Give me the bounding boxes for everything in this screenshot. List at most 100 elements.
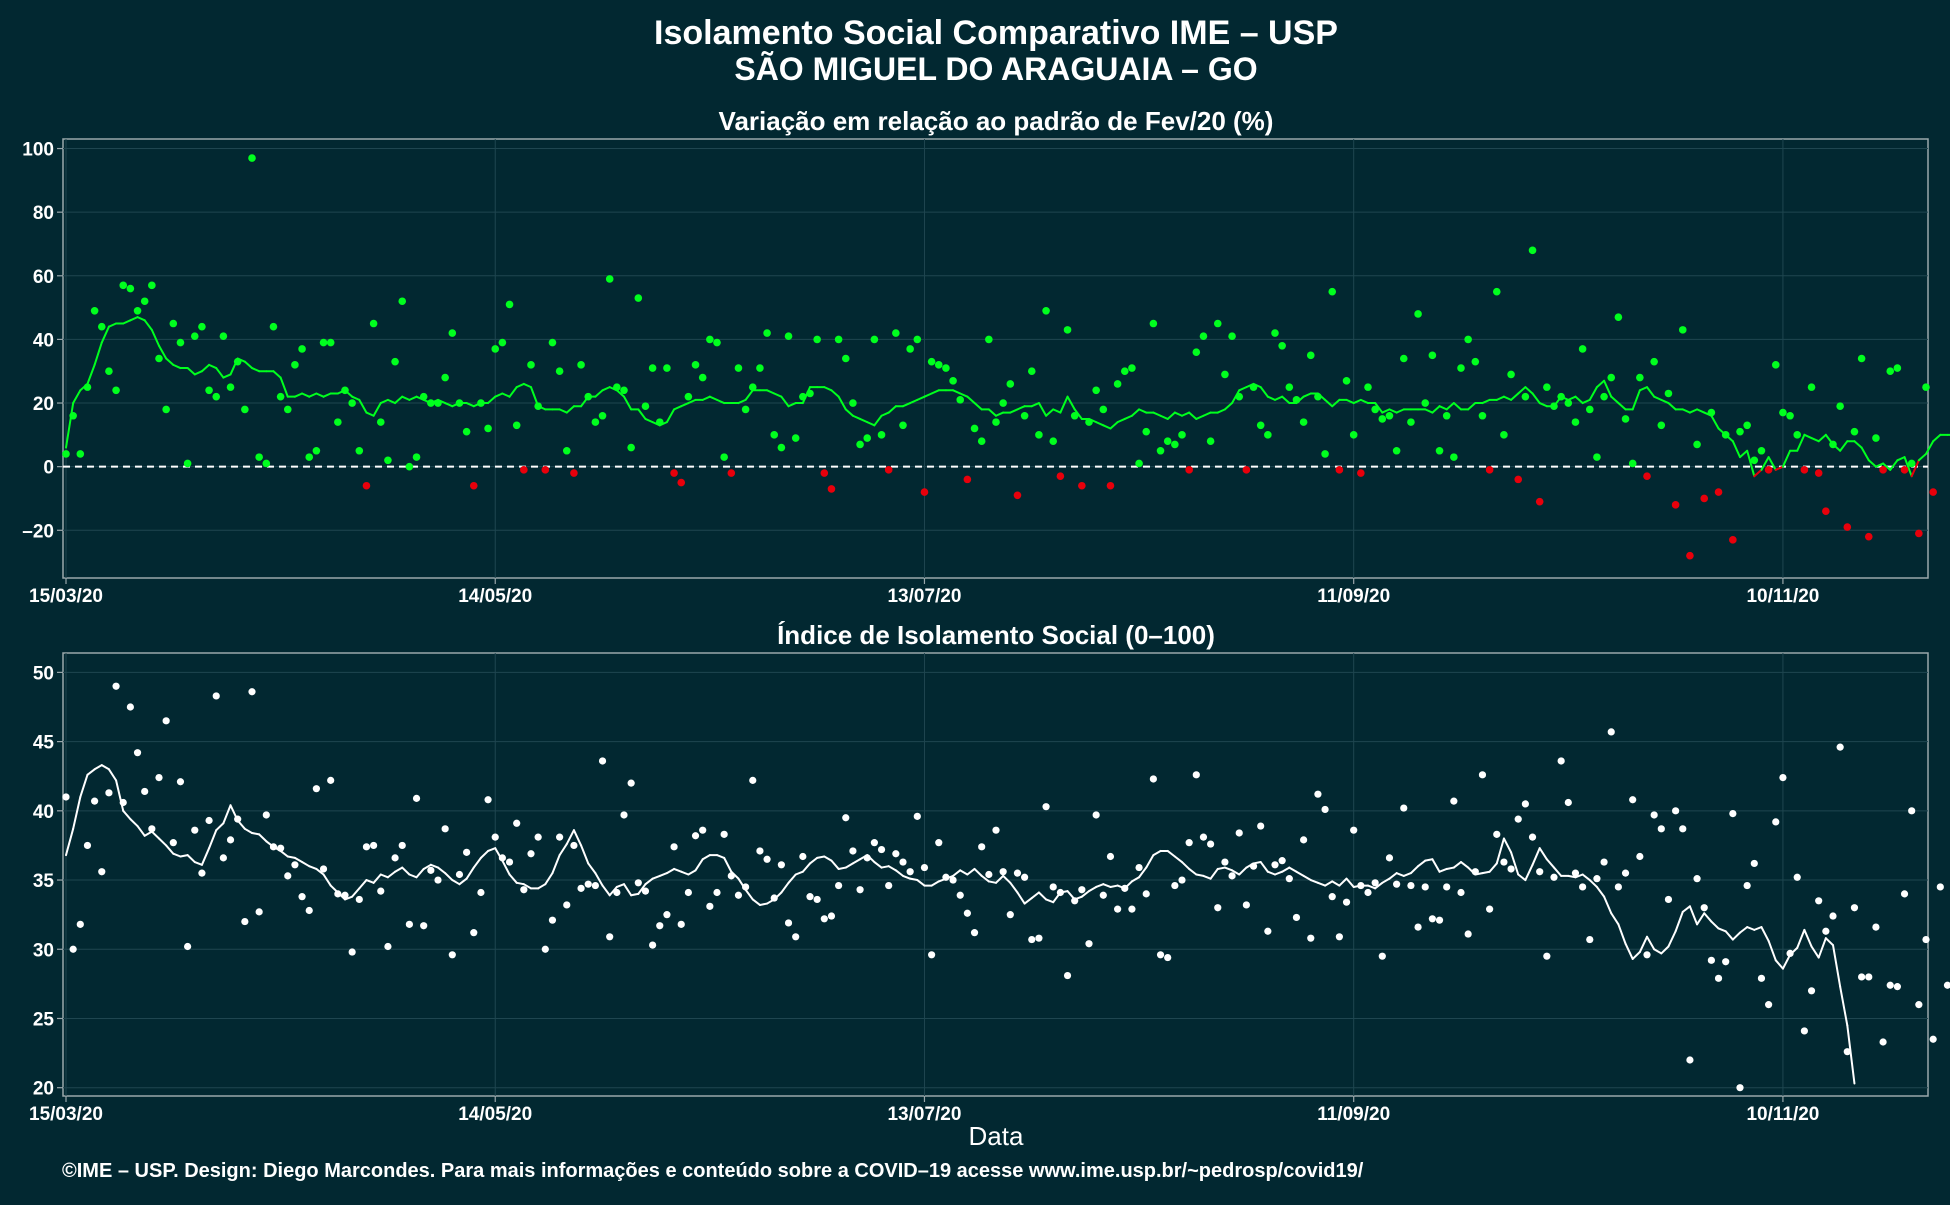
moving-average-segment [787,873,797,884]
moving-average-segment [186,854,196,864]
data-point [827,912,836,920]
data-point [1579,883,1587,891]
moving-average-segment [372,873,382,884]
data-point [1650,357,1658,366]
moving-average-segment [1781,449,1792,468]
moving-average-segment [1517,386,1527,395]
moving-average-segment [394,395,404,405]
moving-average-segment [115,779,125,812]
moving-average-segment [601,386,611,392]
moving-average-segment [1739,926,1749,934]
data-point [305,906,313,915]
data-point [1585,405,1594,414]
index-x-axis: 15/03/20 14/05/20 13/07/20 11/09/20 10/11/20 [29,1096,1819,1125]
moving-average-segment [1123,414,1133,420]
data-point [1228,872,1236,880]
moving-average-segment [930,389,940,395]
data-point [234,815,242,823]
moving-average-segment [844,862,854,869]
data-point [1793,431,1802,439]
data-point [1328,893,1336,901]
y-tick-label: 40 [33,802,54,823]
data-point [1886,367,1895,376]
data-point [1629,796,1637,804]
moving-average-segment [680,870,690,876]
moving-average-segment [251,831,261,836]
moving-average-segment [744,389,754,401]
moving-average-segment [1288,866,1298,873]
data-point [1858,973,1866,981]
data-point [913,812,921,820]
data-point [248,154,256,162]
data-point [727,469,736,477]
data-point [162,717,170,725]
data-point [1350,826,1358,834]
moving-average-segment [637,408,647,420]
data-point [663,364,671,372]
data-point [1500,858,1508,866]
data-point [1264,927,1272,935]
data-point [1135,863,1143,872]
data-point [98,868,106,876]
data-point [1378,415,1387,423]
data-point [1357,469,1365,477]
data-point [1300,836,1308,844]
moving-average-segment [1853,440,1863,449]
moving-average-segment [379,398,389,405]
moving-average-segment [1073,408,1083,420]
data-point [1686,551,1694,560]
moving-average-segment [851,414,862,420]
moving-average-segment [1617,923,1627,945]
data-point [1114,905,1122,913]
moving-average-segment [1724,930,1734,941]
data-point [1879,466,1887,474]
data-point [1035,431,1043,439]
moving-average-segment [1717,927,1727,933]
data-point [1171,440,1179,449]
moving-average-segment [1302,392,1312,398]
moving-average-segment [1531,847,1541,866]
moving-average-segment [1095,421,1105,427]
moving-average-segment [959,392,969,398]
moving-average-segment [1681,408,1691,414]
data-point [570,469,578,477]
moving-average-segment [608,885,618,897]
data-point [184,942,192,951]
data-point [1693,875,1701,883]
data-point [1128,905,1136,913]
moving-average-segment [565,405,575,414]
data-point [1307,934,1315,942]
data-point [505,300,514,309]
data-point [1049,883,1057,891]
moving-average-segment [1009,881,1019,894]
moving-average-segment [215,367,225,379]
data-point [226,383,235,391]
moving-average-segment [1102,883,1112,888]
moving-average-segment [172,363,182,370]
moving-average-segment [995,411,1005,417]
moving-average-segment [365,411,375,417]
y-tick-label: 0 [43,458,54,479]
data-point [1056,472,1065,481]
moving-average-segment [86,768,96,776]
data-point [112,386,120,395]
moving-average-segment [1116,417,1126,424]
y-tick-label: 60 [33,267,54,288]
moving-average-segment [1538,847,1548,861]
moving-average-segment [351,887,361,898]
data-point [1514,475,1523,484]
moving-average-segment [1295,870,1305,877]
moving-average-segment [766,389,776,395]
moving-average-segment [708,395,718,401]
data-point [1536,868,1544,876]
moving-average-segment [1374,881,1384,890]
data-point [1113,380,1122,388]
data-point [1471,868,1479,876]
data-point [1249,383,1258,391]
moving-average-segment [887,405,897,414]
moving-average-segment [1638,935,1648,954]
data-point [348,948,356,956]
data-point [298,345,306,353]
data-point [455,399,464,407]
data-point [1600,858,1608,866]
